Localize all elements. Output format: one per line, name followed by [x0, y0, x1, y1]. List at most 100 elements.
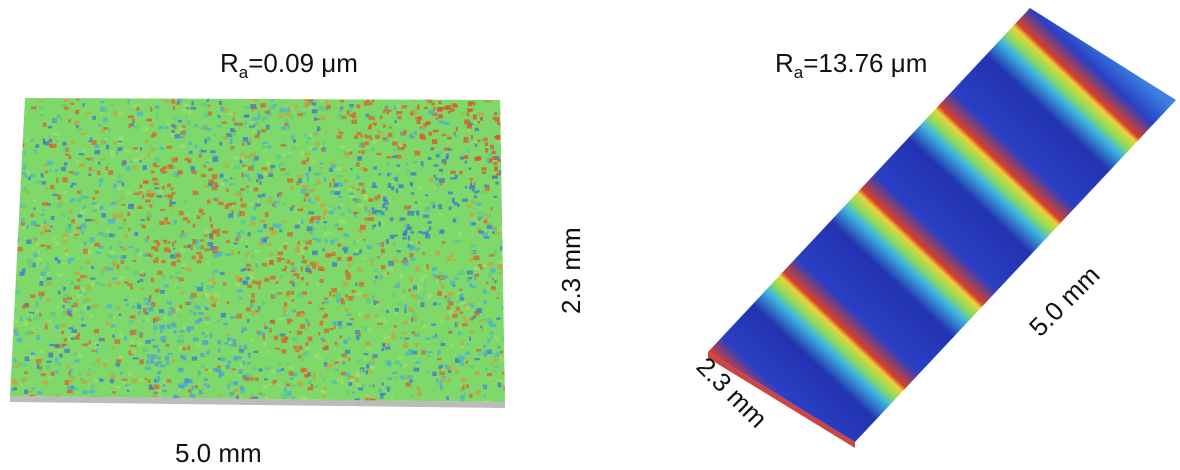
texture-speck [178, 347, 182, 352]
texture-speck [81, 230, 84, 235]
texture-speck [13, 252, 18, 256]
texture-speck [183, 381, 189, 387]
texture-speck [190, 165, 196, 171]
texture-speck [434, 351, 437, 355]
texture-speck [106, 128, 111, 133]
texture-speck [176, 276, 180, 279]
texture-speck [165, 221, 171, 225]
texture-speck [275, 347, 281, 350]
texture-speck [177, 169, 183, 175]
texture-speck [100, 112, 103, 117]
texture-speck [188, 389, 192, 393]
texture-speck [329, 291, 332, 297]
texture-speck [340, 354, 344, 357]
texture-speck [21, 268, 26, 273]
texture-speck [256, 122, 259, 125]
texture-speck [491, 352, 495, 355]
texture-speck [263, 277, 270, 282]
texture-speck [105, 166, 108, 171]
texture-speck [132, 305, 135, 309]
texture-speck [387, 183, 392, 188]
texture-speck [163, 247, 170, 253]
texture-speck [26, 259, 33, 263]
texture-speck [395, 362, 399, 365]
texture-speck [103, 140, 106, 144]
texture-speck [226, 133, 232, 137]
texture-speck [428, 226, 432, 231]
texture-speck [236, 122, 243, 126]
texture-speck [374, 269, 378, 272]
texture-speck [57, 290, 61, 295]
texture-speck [111, 372, 115, 375]
texture-speck [500, 145, 505, 149]
texture-speck [74, 351, 77, 356]
texture-speck [17, 109, 23, 112]
texture-speck [204, 103, 207, 107]
texture-speck [252, 99, 258, 102]
texture-speck [221, 357, 226, 362]
texture-speck [196, 343, 200, 347]
texture-speck [29, 355, 35, 360]
texture-speck [497, 345, 502, 349]
texture-speck [436, 378, 439, 384]
texture-speck [183, 245, 189, 248]
texture-speck [356, 375, 361, 378]
texture-speck [290, 185, 293, 191]
texture-speck [323, 177, 327, 182]
texture-speck [116, 359, 122, 363]
texture-speck [121, 378, 128, 381]
texture-speck [301, 160, 307, 165]
texture-speck [426, 264, 429, 270]
texture-speck [487, 349, 492, 354]
texture-speck [140, 271, 144, 274]
texture-speck [355, 371, 360, 376]
texture-speck [456, 239, 462, 243]
texture-speck [474, 310, 480, 316]
texture-speck [394, 284, 400, 287]
texture-speck [106, 304, 113, 309]
texture-speck [349, 113, 354, 117]
texture-speck [285, 383, 291, 387]
texture-speck [63, 147, 67, 152]
texture-speck [213, 182, 218, 187]
texture-speck [243, 344, 248, 350]
texture-speck [16, 139, 22, 144]
texture-speck [61, 330, 65, 335]
texture-speck [283, 387, 287, 391]
texture-speck [45, 203, 51, 206]
texture-speck [406, 162, 409, 166]
texture-speck [480, 325, 483, 328]
texture-speck [385, 206, 388, 211]
texture-speck [123, 161, 126, 165]
texture-speck [70, 337, 75, 340]
texture-speck [13, 358, 17, 364]
texture-speck [217, 201, 224, 206]
texture-speck [57, 348, 61, 354]
texture-speck [216, 232, 220, 237]
texture-speck [369, 365, 376, 370]
texture-speck [456, 306, 460, 311]
texture-speck [249, 268, 255, 273]
texture-speck [424, 106, 428, 109]
texture-speck [409, 211, 415, 214]
texture-speck [477, 139, 481, 142]
texture-speck [206, 128, 212, 131]
texture-speck [286, 390, 292, 396]
texture-speck [337, 205, 342, 209]
texture-speck [460, 377, 466, 382]
texture-speck [178, 210, 184, 216]
texture-speck [350, 167, 353, 171]
texture-speck [412, 311, 416, 314]
texture-speck [377, 194, 381, 199]
texture-speck [467, 127, 471, 132]
texture-speck [410, 393, 413, 398]
texture-speck [13, 327, 20, 331]
texture-speck [442, 107, 446, 110]
texture-speck [307, 198, 312, 202]
texture-speck [320, 202, 326, 208]
texture-speck [232, 117, 235, 122]
symbol: R [775, 48, 794, 78]
texture-speck [499, 107, 505, 110]
texture-speck [377, 210, 382, 213]
texture-speck [474, 157, 481, 161]
